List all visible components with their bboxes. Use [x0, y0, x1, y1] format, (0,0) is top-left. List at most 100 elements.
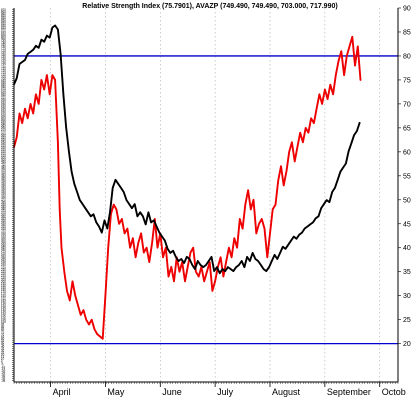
left-tick-label: 190 [1, 284, 6, 288]
left-tick-label: 150 [1, 300, 6, 304]
left-tick-label: 650 [1, 97, 6, 101]
left-tick-label: 100 [1, 320, 6, 324]
left-tick-label: 310 [1, 235, 6, 239]
left-tick-label: 830 [1, 24, 6, 28]
price-line [13, 24, 361, 275]
reference-lines [14, 55, 398, 345]
right-tick-label: 65 [403, 125, 411, 132]
left-tick-label: 560 [1, 133, 6, 137]
left-tick-label: 400 [1, 198, 6, 202]
left-tick-label: 270 [1, 251, 6, 255]
left-tick-label: 705 [1, 74, 6, 78]
left-tick-label: 195 [1, 282, 6, 286]
left-tick-label: 285 [1, 245, 6, 249]
left-tick-label: 610 [1, 113, 6, 117]
left-tick-label: 265 [1, 253, 6, 257]
left-tick-label: 250 [1, 259, 6, 263]
left-tick-label: 90 [1, 324, 5, 328]
left-tick-label: 670 [1, 89, 6, 93]
left-tick-label: 860 [1, 11, 6, 15]
left-tick-label: 590 [1, 121, 6, 125]
left-tick-label: -40 [1, 377, 6, 381]
left-tick-label: 85 [1, 326, 5, 330]
left-axis-ticks: -45-40-35-30-25-20-15-10-505101520253035… [1, 7, 14, 383]
left-tick-label: 505 [1, 156, 6, 160]
left-tick-label: 840 [1, 20, 6, 24]
left-tick-label: 225 [1, 269, 6, 273]
left-tick-label: 245 [1, 261, 6, 265]
left-tick-label: 595 [1, 119, 6, 123]
left-tick-label: 160 [1, 296, 6, 300]
left-tick-label: 790 [1, 40, 6, 44]
left-tick-label: 380 [1, 206, 6, 210]
left-tick-label: 95 [1, 322, 5, 326]
left-tick-label: 65 [1, 334, 5, 338]
left-tick-label: 715 [1, 70, 6, 74]
left-tick-label: 450 [1, 178, 6, 182]
left-tick-label: 795 [1, 38, 6, 42]
right-tick-label: 30 [403, 293, 411, 300]
left-tick-label: 410 [1, 194, 6, 198]
left-tick-label: 175 [1, 290, 6, 294]
left-tick-label: 465 [1, 172, 6, 176]
left-tick-label: 385 [1, 204, 6, 208]
left-tick-label: 725 [1, 66, 6, 70]
left-tick-label: 315 [1, 233, 6, 237]
left-tick-label: 60 [1, 336, 5, 340]
left-tick-label: 815 [1, 30, 6, 34]
left-tick-label: 455 [1, 176, 6, 180]
left-tick-label: 480 [1, 166, 6, 170]
left-tick-label: 445 [1, 180, 6, 184]
left-tick-label: 760 [1, 52, 6, 56]
left-tick-label: 355 [1, 217, 6, 221]
left-tick-label: 25 [1, 351, 5, 355]
left-tick-label: 305 [1, 237, 6, 241]
x-tick-label: September [327, 387, 371, 397]
left-tick-label: 545 [1, 139, 6, 143]
left-tick-label: 585 [1, 123, 6, 127]
right-tick-label: 70 [403, 101, 411, 108]
left-tick-label: 130 [1, 308, 6, 312]
left-tick-label: 820 [1, 28, 6, 32]
left-tick-label: 200 [1, 279, 6, 283]
left-tick-label: 205 [1, 277, 6, 281]
left-tick-label: 495 [1, 160, 6, 164]
left-tick-label: 490 [1, 162, 6, 166]
right-tick-label: 90 [403, 6, 411, 13]
left-tick-label: 335 [1, 225, 6, 229]
x-tick-label: Octob [382, 387, 406, 397]
left-tick-label: 0 [1, 361, 3, 365]
left-tick-label: 435 [1, 184, 6, 188]
left-tick-label: 460 [1, 174, 6, 178]
x-tick-label: June [162, 387, 182, 397]
left-tick-label: 5 [1, 359, 3, 363]
left-tick-label: 75 [1, 330, 5, 334]
left-tick-label: 690 [1, 81, 6, 85]
series-lines [13, 24, 362, 340]
right-tick-label: 35 [403, 269, 411, 276]
left-tick-label: 55 [1, 338, 5, 342]
left-tick-label: 330 [1, 227, 6, 231]
left-tick-label: 215 [1, 273, 6, 277]
right-axis-ticks: 20 25 30 35 40 45 50 55 60 65 70 75 80 85 90 [398, 6, 411, 348]
x-tick-label: July [217, 387, 234, 397]
left-tick-label: 570 [1, 129, 6, 133]
left-tick-label: 220 [1, 271, 6, 275]
left-tick-label: 145 [1, 302, 6, 306]
left-tick-label: 565 [1, 131, 6, 135]
left-tick-label: 750 [1, 56, 6, 60]
right-tick-label: 20 [403, 341, 411, 348]
left-tick-label: 140 [1, 304, 6, 308]
left-tick-label: 470 [1, 170, 6, 174]
left-tick-label: 390 [1, 202, 6, 206]
left-tick-label: 105 [1, 318, 6, 322]
left-tick-label: 785 [1, 42, 6, 46]
left-tick-label: 685 [1, 83, 6, 87]
left-tick-label: 855 [1, 14, 6, 18]
left-tick-label: 870 [1, 7, 6, 11]
left-tick-label: 515 [1, 152, 6, 156]
left-tick-label: 710 [1, 72, 6, 76]
left-tick-label: 350 [1, 219, 6, 223]
left-tick-label: 340 [1, 223, 6, 227]
left-tick-label: 320 [1, 231, 6, 235]
